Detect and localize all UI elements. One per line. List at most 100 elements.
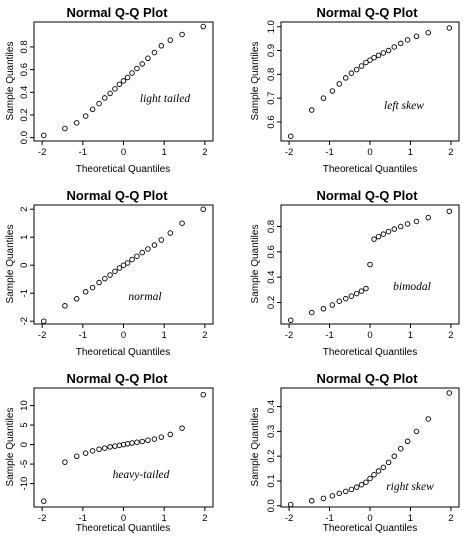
y-tick-label: 0 <box>19 263 30 268</box>
data-point <box>348 293 355 299</box>
data-point <box>200 206 206 212</box>
data-point <box>363 479 369 485</box>
data-point <box>82 113 89 119</box>
y-axis-label: Sample Quantiles <box>5 225 16 304</box>
data-point <box>413 428 420 435</box>
y-tick-label: 0.6 <box>266 245 277 258</box>
data-point <box>73 296 80 302</box>
x-tick-label: 1 <box>408 513 413 524</box>
data-point <box>367 475 373 482</box>
y-axis-label: Sample Quantiles <box>250 225 261 304</box>
y-tick-label: -10 <box>19 477 30 491</box>
plot-frame <box>33 204 214 325</box>
y-tick-label: 0.6 <box>266 115 277 128</box>
panel-annotation: heavy-tailed <box>113 469 170 481</box>
y-tick-label: 5 <box>19 422 30 427</box>
data-point <box>112 268 118 275</box>
data-point <box>391 453 398 459</box>
x-tick-label: 1 <box>408 147 413 158</box>
data-point <box>320 306 327 312</box>
data-point <box>397 223 404 230</box>
data-point <box>371 54 377 61</box>
data-point <box>120 78 127 84</box>
y-tick-label: 0.4 <box>19 86 30 99</box>
data-point <box>353 66 360 73</box>
data-point <box>342 488 349 495</box>
panel-annotation: light tailed <box>140 93 190 105</box>
data-point <box>375 233 382 240</box>
y-tick-label: 0.8 <box>19 40 30 53</box>
data-point <box>363 285 369 292</box>
data-point <box>200 391 206 398</box>
panel-title: Normal Q-Q Plot <box>66 5 168 20</box>
y-tick-label: 0.9 <box>266 44 277 57</box>
panel-annotation: normal <box>128 291 161 303</box>
data-point <box>82 450 89 456</box>
data-point <box>73 120 80 126</box>
data-point <box>167 37 174 43</box>
data-point <box>342 75 349 81</box>
y-tick-label: 0.0 <box>266 499 277 512</box>
y-axis-label: Sample Quantiles <box>250 42 261 121</box>
panel-title: Normal Q-Q Plot <box>316 371 418 386</box>
data-point <box>358 288 365 294</box>
data-point <box>413 33 420 40</box>
x-ticks: -2 -1 0 1 2 <box>38 507 208 524</box>
y-tick-label: -1 <box>19 289 30 297</box>
data-point <box>89 448 96 454</box>
x-axis-label: Theoretical Quantiles <box>76 523 171 534</box>
y-tick-label: 0.2 <box>266 450 277 463</box>
panel-title: Normal Q-Q Plot <box>66 371 168 386</box>
data-point <box>179 220 185 226</box>
data-point <box>73 453 80 460</box>
data-point <box>120 262 127 268</box>
panel-annotation: bimodal <box>393 281 431 293</box>
y-tick-label: 0.4 <box>266 271 277 284</box>
y-ticks: 0.6 0.7 0.8 0.9 1.0 <box>266 20 281 129</box>
data-point <box>425 214 432 221</box>
data-point <box>348 70 355 76</box>
qq-panel-right-skew: Normal Q-Q Plot Theoretical Quantiles Sa… <box>250 371 460 534</box>
y-axis-label: Sample Quantiles <box>5 42 16 121</box>
x-tick-label: 2 <box>448 513 453 524</box>
qq-panel-bimodal: Normal Q-Q Plot Theoretical Quantiles Sa… <box>250 188 460 358</box>
data-point <box>353 290 360 297</box>
y-ticks: 0.2 0.4 0.6 0.8 <box>266 220 281 309</box>
y-tick-label: 0.3 <box>266 425 277 438</box>
data-point <box>385 459 392 466</box>
data-point <box>342 295 349 302</box>
data-point <box>329 302 336 308</box>
x-axis-label: Theoretical Quantiles <box>323 164 418 175</box>
data-point <box>380 464 387 471</box>
panel-annotation: right skew <box>386 481 434 493</box>
x-ticks: -2 -1 0 1 2 <box>285 324 454 341</box>
y-tick-label: 2 <box>19 207 30 212</box>
x-tick-label: 0 <box>367 147 372 158</box>
data-point <box>151 242 158 248</box>
x-axis-label: Theoretical Quantiles <box>76 164 171 175</box>
y-tick-label: 0.6 <box>19 63 30 76</box>
data-points <box>41 23 206 139</box>
data-point <box>200 23 206 30</box>
data-point <box>425 29 432 36</box>
qq-panel-normal: Normal Q-Q Plot Theoretical Quantiles Sa… <box>5 188 214 358</box>
data-point <box>145 246 151 252</box>
data-points <box>41 206 206 324</box>
data-point <box>404 438 411 445</box>
x-tick-label: 0 <box>121 513 126 524</box>
x-ticks: -2 -1 0 1 2 <box>285 141 454 158</box>
data-point <box>287 317 294 323</box>
y-tick-label: 0.1 <box>266 474 277 487</box>
data-point <box>41 132 47 139</box>
data-point <box>107 444 113 450</box>
data-point <box>89 106 96 113</box>
data-points <box>287 208 453 323</box>
data-point <box>116 265 123 271</box>
x-ticks: -2 -1 0 1 2 <box>38 141 208 158</box>
data-point <box>446 25 453 31</box>
x-axis-label: Theoretical Quantiles <box>76 347 171 358</box>
y-axis-label: Sample Quantiles <box>5 408 16 487</box>
data-point <box>167 431 174 438</box>
data-point <box>358 63 365 69</box>
